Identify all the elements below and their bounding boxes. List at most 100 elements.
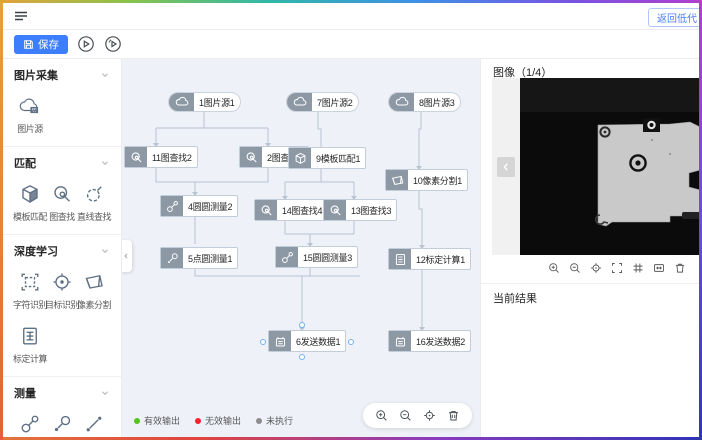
flow-node-template-match-1[interactable]: 9模板匹配1 <box>288 147 367 169</box>
fullscreen-icon[interactable] <box>611 262 623 274</box>
circle-circle-measure-icon <box>276 247 298 267</box>
sidebar-item-pixel-segmentation[interactable]: 像素分割 <box>77 271 112 311</box>
node-label: 1图片源1 <box>199 97 235 108</box>
circle-circle-measure-icon <box>161 196 183 216</box>
locate-icon[interactable] <box>423 409 436 422</box>
flow-canvas[interactable]: 1图片源1 7图片源2 8图片源3 11图查找2 2图查找1 9模板匹配1 <box>122 59 480 437</box>
back-to-lowcode-button[interactable]: 返回低代 <box>648 8 702 27</box>
point-circle-measure-icon <box>52 413 72 435</box>
calibration-doc-icon <box>389 249 411 269</box>
locate-icon[interactable] <box>590 262 602 274</box>
flow-node-circle-circle-measure-3[interactable]: 15圆圆测量3 <box>275 246 358 268</box>
trash-icon[interactable] <box>674 262 686 274</box>
grid-icon[interactable] <box>632 262 644 274</box>
node-handle-top[interactable] <box>299 322 305 328</box>
save-icon <box>23 39 34 50</box>
node-label: 7图片源2 <box>317 97 353 108</box>
sidebar-item-target-recognition[interactable]: 目标识别 <box>45 271 80 311</box>
flow-node-send-data-2[interactable]: 16发送数据2 <box>388 330 471 352</box>
section-header[interactable]: 匹配 <box>14 155 110 171</box>
cube-icon <box>20 183 40 205</box>
flow-node-image-find-3[interactable]: 13图查找3 <box>323 199 398 221</box>
green-dot-icon <box>134 417 140 424</box>
sidebar-item-point-circle-measure[interactable]: 点圆测量 <box>46 413 78 437</box>
chevron-left-icon[interactable] <box>497 156 515 177</box>
chevron-down-icon <box>100 70 110 80</box>
node-label: 16发送数据2 <box>416 336 465 347</box>
flow-node-image-source-3[interactable]: 8图片源3 <box>388 92 461 112</box>
cloud-image-icon <box>18 95 42 117</box>
sidebar-item-label: 目标识别 <box>45 300 80 310</box>
sidebar-item-label: 像素分割 <box>77 300 112 310</box>
node-label: 4圆圆测量2 <box>188 201 233 212</box>
zoom-in-icon[interactable] <box>375 409 388 422</box>
node-label: 15圆圆测量3 <box>303 252 352 263</box>
result-panel: 图像（1/4） <box>480 59 699 437</box>
node-label: 12标定计算1 <box>416 254 465 265</box>
flow-node-calibration-calc-1[interactable]: 12标定计算1 <box>388 248 471 270</box>
circle-circle-measure-icon <box>20 413 40 435</box>
ocr-icon <box>20 271 40 293</box>
sidebar-item-ocr[interactable]: 字符识别 <box>13 271 48 311</box>
sidebar-item-image-find[interactable]: 图查找 <box>46 183 78 223</box>
flow-node-image-find-4[interactable]: 14图查找4 <box>254 199 329 221</box>
node-label: 6发送数据1 <box>296 336 341 347</box>
flow-node-point-circle-measure-1[interactable]: 5点圆测量1 <box>160 247 239 269</box>
section-header[interactable]: 深度学习 <box>14 243 110 259</box>
node-label: 11图查找2 <box>152 152 192 163</box>
legend-not-executed: 未执行 <box>256 414 293 427</box>
sidebar-collapse-handle[interactable] <box>122 240 132 272</box>
image-panel-title: 图像（1/4） <box>493 67 553 79</box>
zoom-in-icon[interactable] <box>548 262 560 274</box>
play-once-circle-icon[interactable] <box>104 35 122 53</box>
flow-node-pixel-segmentation-1[interactable]: 10像素分割1 <box>385 169 468 191</box>
viewer-nav-strip <box>492 78 520 255</box>
canvas-zoom-toolbar <box>363 403 472 428</box>
circle-search-icon <box>84 183 104 205</box>
segment-basket-icon <box>84 271 104 293</box>
image-search-icon <box>255 200 277 220</box>
image-search-icon <box>52 183 72 205</box>
inspected-part-image <box>520 78 699 255</box>
zoom-out-icon[interactable] <box>399 409 412 422</box>
play-circle-icon[interactable] <box>77 35 95 53</box>
flow-node-send-data-1[interactable]: 6发送数据1 <box>260 322 355 360</box>
red-dot-icon <box>195 417 202 424</box>
node-handle-right[interactable] <box>348 339 355 345</box>
sidebar-item-image-source[interactable]: 图片源 <box>14 95 46 135</box>
flow-node-image-source-2[interactable]: 7图片源2 <box>286 92 359 112</box>
section-header[interactable]: 测量 <box>14 385 110 401</box>
trash-icon[interactable] <box>447 409 460 422</box>
flow-node-circle-circle-measure-2[interactable]: 4圆圆测量2 <box>160 195 239 217</box>
legend-label: 未执行 <box>266 416 294 426</box>
section-title: 匹配 <box>14 158 36 170</box>
segment-basket-icon <box>386 170 408 190</box>
flow-node-image-find-2[interactable]: 11图查找2 <box>124 146 198 168</box>
node-label: 13图查找3 <box>351 205 392 216</box>
device-icon <box>269 331 291 351</box>
sidebar-item-circle-circle-measure[interactable]: 圆圆测量 <box>14 413 46 437</box>
sidebar-item-label: 图查找 <box>49 212 75 222</box>
cloud-icon <box>169 93 194 111</box>
hamburger-icon[interactable] <box>13 7 31 25</box>
section-header[interactable]: 图片采集 <box>14 67 110 83</box>
node-handle-left[interactable] <box>260 339 266 345</box>
image-search-icon <box>240 147 262 167</box>
zoom-out-icon[interactable] <box>569 262 581 274</box>
section-deep-learning: 深度学习 字符识别 目标识别 <box>3 235 121 377</box>
sidebar-item-line-find[interactable]: 直线查找 <box>77 183 112 223</box>
cloud-icon <box>389 93 414 111</box>
sidebar-item-template-match[interactable]: 模板匹配 <box>13 183 48 223</box>
sidebar-item-calibration-calc[interactable]: 标定计算 <box>13 325 48 365</box>
save-label: 保存 <box>38 38 59 51</box>
save-button[interactable]: 保存 <box>14 34 68 54</box>
node-handle-bottom[interactable] <box>299 354 305 360</box>
legend-label: 无效输出 <box>205 416 242 426</box>
cube-icon <box>289 148 311 168</box>
camera-image[interactable] <box>520 78 699 255</box>
sidebar-item-point-point-measure[interactable]: 点点测量 <box>78 413 110 437</box>
flow-node-image-source-1[interactable]: 1图片源1 <box>168 92 241 112</box>
top-bar: 返回低代 <box>3 3 702 30</box>
sidebar-item-label: 标定计算 <box>13 354 48 364</box>
fit-screen-icon[interactable] <box>653 262 665 274</box>
